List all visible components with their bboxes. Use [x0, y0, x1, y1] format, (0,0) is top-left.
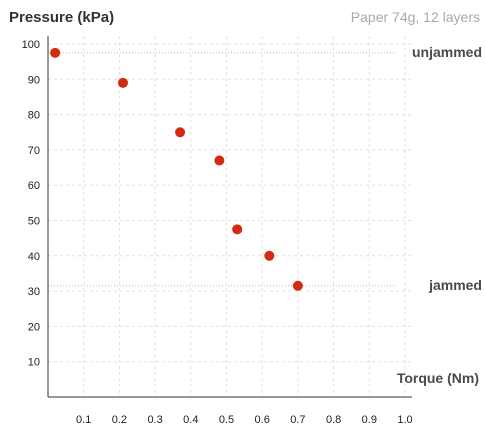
x-tick-label: 0.3 — [147, 414, 162, 426]
x-tick-labels: 0.1 0.2 0.3 0.4 0.5 0.6 0.7 0.8 0.9 1.0 — [76, 414, 413, 426]
reference-lines — [48, 52, 396, 287]
annotation-jammed: jammed — [428, 277, 482, 293]
data-points — [50, 47, 303, 291]
y-tick-label: 20 — [28, 321, 40, 333]
x-tick-label: 0.8 — [326, 414, 341, 426]
y-tick-label: 70 — [28, 145, 40, 157]
y-tick-label: 80 — [28, 110, 40, 122]
data-point — [232, 224, 243, 235]
x-tick-label: 0.7 — [290, 414, 305, 426]
x-tick-label: 0.2 — [112, 414, 127, 426]
y-tick-labels: 10 20 30 40 50 60 70 80 90 100 — [22, 39, 40, 369]
data-point — [292, 280, 303, 291]
y-tick-label: 100 — [22, 39, 40, 51]
x-tick-label: 0.6 — [255, 414, 270, 426]
y-tick-label: 30 — [28, 286, 40, 298]
chart-title: Pressure (kPa) — [9, 9, 114, 26]
data-point — [175, 127, 186, 138]
chart-subtitle: Paper 74g, 12 layers — [351, 9, 480, 25]
data-point — [214, 155, 225, 166]
x-tick-label: 1.0 — [397, 414, 412, 426]
y-tick-label: 60 — [28, 180, 40, 192]
grid — [48, 36, 412, 397]
y-tick-label: 40 — [28, 251, 40, 263]
data-point — [50, 47, 61, 58]
y-tick-label: 10 — [28, 357, 40, 369]
x-tick-label: 0.9 — [362, 414, 377, 426]
y-tick-label: 90 — [28, 74, 40, 86]
annotation-unjammed: unjammed — [412, 44, 482, 60]
x-tick-label: 0.5 — [219, 414, 234, 426]
x-tick-label: 0.4 — [183, 414, 198, 426]
x-axis-label: Torque (Nm) — [397, 370, 479, 386]
data-point — [264, 250, 275, 261]
y-tick-label: 50 — [28, 216, 40, 228]
x-tick-label: 0.1 — [76, 414, 91, 426]
data-point — [117, 77, 128, 88]
